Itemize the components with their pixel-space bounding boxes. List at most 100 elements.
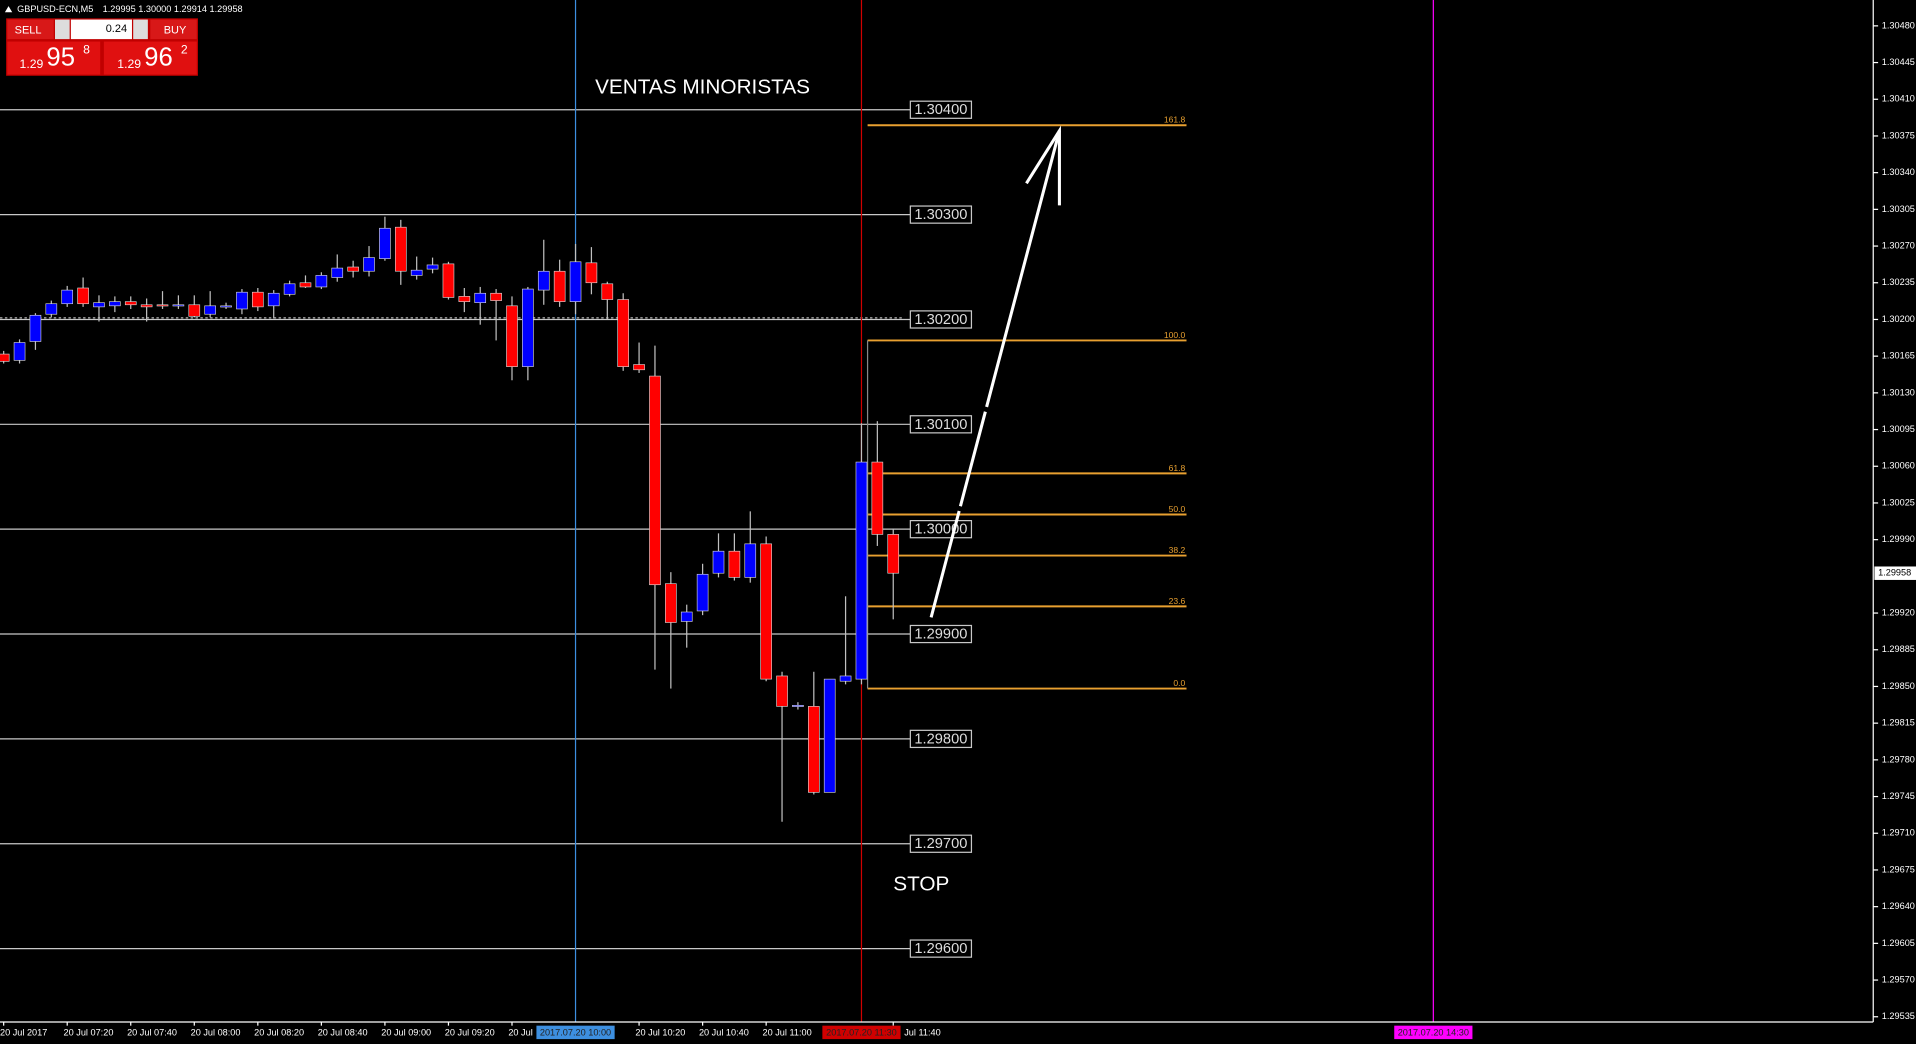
fibo-label: 100.0 — [1164, 330, 1186, 340]
y-tick-label: 1.29535 — [1882, 1011, 1915, 1021]
level-label-box — [909, 729, 973, 749]
y-tick-label: 1.29640 — [1882, 901, 1915, 911]
y-tick-label: 1.29745 — [1882, 791, 1915, 801]
level-label-box — [909, 310, 973, 329]
x-tick-label: 20 Jul 09:00 — [381, 1027, 431, 1037]
candle-body — [585, 262, 598, 284]
x-tick-label: 20 Jul 10:40 — [699, 1027, 749, 1037]
sell-big[interactable]: 1.29 — [20, 57, 44, 71]
x-tick-label: 20 Jul 08:00 — [191, 1027, 241, 1037]
candle-body — [172, 304, 185, 307]
y-tick-label: 1.30445 — [1882, 57, 1915, 67]
candle-body — [776, 675, 788, 707]
buy-button[interactable] — [150, 19, 197, 40]
lot-down[interactable] — [54, 19, 70, 40]
candle-body — [601, 283, 614, 300]
candle-body — [728, 550, 741, 578]
fibo-label: 50.0 — [1169, 504, 1186, 514]
candle-body — [93, 302, 105, 308]
sell-pips[interactable]: 95 — [46, 43, 75, 71]
candle-body — [252, 291, 264, 308]
sell-button[interactable] — [7, 19, 54, 40]
ohlc: 1.29995 1.30000 1.29914 1.29958 — [103, 4, 243, 14]
x-tick-label: 20 Jul 08:40 — [318, 1027, 368, 1037]
x-tick-label: 20 Jul 11:00 — [762, 1027, 811, 1037]
candle-body — [45, 303, 58, 315]
y-tick-label: 1.30270 — [1882, 240, 1915, 250]
level-label: 1.30100 — [914, 417, 967, 433]
candle-body — [267, 292, 280, 307]
arrow-head — [1025, 125, 1061, 206]
candle-body — [124, 301, 137, 306]
x-tick-label: 20 Jul — [508, 1027, 532, 1037]
candle-body — [315, 275, 328, 288]
fibo-label: 161.8 — [1164, 115, 1186, 125]
fibo-label: 0.0 — [1173, 678, 1185, 688]
y-tick-label: 1.30130 — [1882, 387, 1915, 397]
candle-body — [823, 678, 836, 793]
candle-body — [363, 257, 375, 272]
buy-pips[interactable]: 96 — [144, 43, 173, 71]
candle-body — [792, 705, 804, 707]
y-tick-label: 1.29850 — [1882, 681, 1915, 691]
sell-label[interactable]: SELL — [15, 24, 42, 36]
level-label: 1.30200 — [914, 312, 967, 328]
candle-body — [855, 461, 868, 680]
candle-body — [140, 304, 153, 308]
candle-body — [410, 269, 423, 276]
y-tick-label: 1.30235 — [1882, 277, 1915, 287]
last-price: 1.29958 — [1878, 568, 1911, 578]
level-label-box — [909, 100, 973, 119]
level-label: 1.29800 — [914, 731, 967, 747]
buy-big[interactable]: 1.29 — [117, 57, 141, 71]
y-tick-label: 1.30410 — [1882, 94, 1915, 104]
level-label-box — [909, 834, 973, 853]
time-label: 2017.07.20 10:00 — [540, 1027, 611, 1037]
candle-body — [839, 675, 852, 682]
candle-body — [680, 611, 693, 622]
candle-body — [394, 226, 407, 272]
sell-price-box[interactable] — [7, 41, 101, 75]
candle-body — [204, 305, 216, 315]
candle-body — [61, 289, 74, 305]
x-tick-label: 20 Jul 2017 — [0, 1027, 47, 1037]
lot-up[interactable] — [133, 19, 148, 40]
level-label-box — [909, 624, 973, 644]
time-label-box — [822, 1025, 901, 1040]
lot-input[interactable] — [70, 19, 132, 40]
candle-body — [188, 304, 201, 317]
x-tick-label: 20 Jul 09:20 — [445, 1027, 495, 1037]
level-label-box — [909, 415, 973, 434]
y-tick-label: 1.29990 — [1882, 534, 1915, 544]
candle-body — [506, 305, 518, 367]
y-tick-label: 1.29920 — [1882, 607, 1915, 617]
last-price-box — [1874, 566, 1916, 580]
buy-price-box[interactable] — [103, 41, 197, 75]
y-tick-label: 1.29570 — [1882, 974, 1915, 984]
buy-label[interactable]: BUY — [164, 24, 187, 36]
candle-body — [696, 573, 709, 612]
y-tick-label: 1.29885 — [1882, 644, 1915, 654]
sell-frac[interactable]: 8 — [83, 42, 90, 56]
time-label-box — [1394, 1025, 1473, 1040]
buy-frac[interactable]: 2 — [181, 42, 188, 56]
y-tick-label: 1.29815 — [1882, 718, 1915, 728]
candle-body — [299, 282, 312, 288]
time-label-box — [536, 1025, 615, 1040]
y-tick-label: 1.30480 — [1882, 20, 1915, 30]
lot-value[interactable]: 0.24 — [106, 23, 127, 35]
y-tick-label: 1.29675 — [1882, 864, 1915, 874]
candle-body — [29, 314, 42, 342]
candle-body — [220, 305, 232, 308]
time-label: 2017.07.20 11:30 — [826, 1027, 897, 1037]
candle-body — [331, 267, 344, 278]
y-tick-label: 1.30200 — [1882, 314, 1915, 324]
fibo-label: 23.6 — [1169, 596, 1186, 606]
level-label: 1.29600 — [914, 941, 967, 957]
y-tick-label: 1.29780 — [1882, 754, 1915, 764]
y-tick-label: 1.30025 — [1882, 497, 1915, 507]
candle-body — [744, 543, 757, 578]
candle-body — [633, 364, 645, 371]
candle-body — [808, 706, 820, 793]
candle-body — [760, 543, 772, 680]
